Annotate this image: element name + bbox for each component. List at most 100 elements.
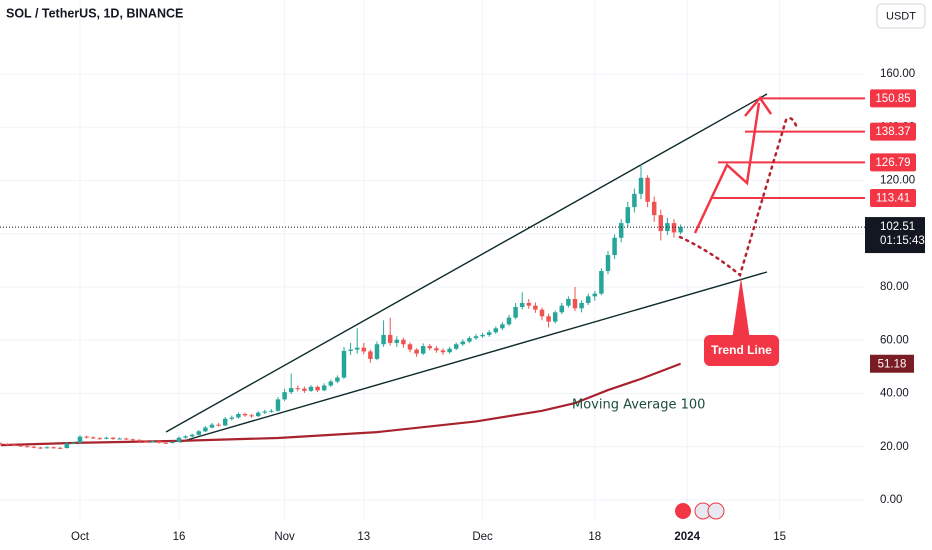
x-tick-label: Oct [71,531,90,543]
candle-body [671,223,677,233]
lower-trend-line [179,271,768,443]
callout-box [704,335,779,366]
axes: 0.0020.0040.0060.0080.00100.00120.00140.… [71,68,925,543]
candle-body [387,334,393,343]
candle-body [308,386,314,391]
ma-badge [870,354,914,373]
candle-body [500,324,505,329]
candle-body [189,434,195,437]
candle-body [638,177,644,194]
candle-body [427,346,433,349]
candle-body [526,302,532,306]
x-tick-label: Dec [472,531,493,543]
candle-body [255,412,261,417]
candle-body [341,350,347,378]
candle-body [183,436,188,438]
candle-body [282,392,287,400]
upper-trend-line [165,93,768,433]
chart-title: SOL / TetherUS, 1D, BINANCE [6,6,183,20]
candle-body [585,296,591,303]
candle-body [156,441,162,443]
candle-body [38,447,43,449]
arrow-head [744,95,773,117]
candle-body [678,227,683,233]
candle-body [467,338,472,342]
plot [0,97,865,449]
candle-body [473,336,479,339]
candle-body [150,441,155,443]
candle-body [84,436,89,438]
last-price-badge [865,217,925,254]
callout-text: Trend Line [711,343,772,357]
candle-body [665,223,670,232]
price-axis [865,0,932,550]
candle-body [97,438,103,440]
candle-body [453,344,459,349]
candle-body [249,415,254,417]
countdown-label: 01:15:43 [880,235,925,247]
candle-body [618,223,624,238]
candle-body [348,349,353,351]
candle-body [64,443,70,449]
candle-body [236,414,241,418]
candle-body [486,332,492,335]
target-level-badge [870,153,916,172]
event-icon [675,503,691,519]
ma-annotation: Moving Average 100 [572,398,705,413]
candle-body [222,418,228,426]
candle-body [335,377,340,382]
candle-body [242,414,248,416]
x-tick-label: 16 [173,531,186,543]
candle-body [625,207,631,224]
event-icons [675,502,725,520]
candle-body [143,441,149,443]
candle-body [401,339,406,345]
time-axis [0,522,932,550]
candle-body [117,438,122,440]
projection-zigzag [693,102,761,234]
y-tick-label: 0.00 [880,494,902,506]
candle-body [262,411,268,413]
candle-body [130,439,136,441]
candle-body [539,309,545,317]
y-tick-label: 20.00 [880,441,909,453]
candle-body [612,237,617,256]
projection-dotted [678,117,799,278]
candle-body [579,302,584,309]
candle-body [592,293,598,297]
y-tick-label: 160.00 [880,68,915,80]
candle-body [18,445,23,447]
candle-body [480,334,485,337]
candle-body [440,350,446,353]
last-price-label: 102.51 [880,221,915,233]
candle-body [104,437,109,439]
candle-body [651,201,657,216]
event-icon [707,502,725,520]
x-tick-label: 18 [588,531,601,543]
candle-body [368,351,373,359]
candle-body [434,348,439,351]
candle-body [11,444,17,446]
y-tick-label: 80.00 [880,281,909,293]
candle-body [216,424,221,426]
candle-body [123,438,129,440]
y-tick-label: 40.00 [880,388,909,400]
candle-body [414,349,419,354]
candle-body [288,388,294,393]
x-tick-label: 15 [773,531,786,543]
candle-body [658,215,664,232]
candle-body [533,305,538,310]
ma-last-label: 51.18 [878,358,907,370]
candle-body [493,328,499,333]
candle-body [5,444,10,446]
candle-body [269,410,274,412]
candle-body [170,441,175,444]
candle-body [546,316,551,322]
candle-body [196,431,202,435]
y-tick-label: 120.00 [880,175,915,187]
x-tick-label: 13 [357,531,370,543]
candle-body [460,341,466,345]
candle-body [605,255,611,272]
